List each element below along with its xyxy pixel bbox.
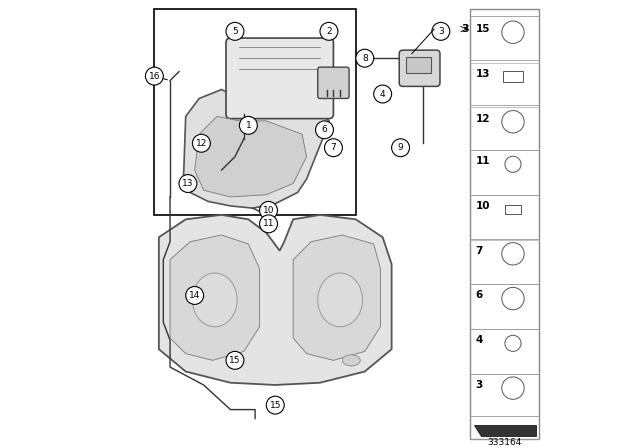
FancyBboxPatch shape [226, 38, 333, 119]
Circle shape [502, 243, 524, 265]
Circle shape [320, 22, 338, 40]
Text: 9: 9 [397, 143, 403, 152]
Text: 3: 3 [476, 380, 483, 390]
Text: 4: 4 [380, 90, 385, 99]
Circle shape [193, 134, 211, 152]
Text: 3: 3 [461, 24, 469, 34]
FancyBboxPatch shape [470, 9, 540, 439]
Text: 14: 14 [189, 291, 200, 300]
Circle shape [502, 377, 524, 399]
PathPatch shape [184, 90, 329, 208]
Circle shape [502, 21, 524, 43]
Circle shape [316, 121, 333, 139]
Circle shape [260, 202, 278, 220]
Circle shape [374, 85, 392, 103]
Bar [503, 71, 523, 82]
Polygon shape [474, 425, 536, 436]
Ellipse shape [193, 273, 237, 327]
Text: 10: 10 [476, 201, 490, 211]
PathPatch shape [293, 235, 380, 360]
Text: 4: 4 [476, 335, 483, 345]
Circle shape [145, 67, 163, 85]
PathPatch shape [195, 116, 307, 197]
Ellipse shape [342, 355, 360, 366]
PathPatch shape [170, 235, 260, 360]
Circle shape [179, 175, 197, 193]
Ellipse shape [318, 273, 362, 327]
Circle shape [356, 49, 374, 67]
FancyBboxPatch shape [318, 67, 349, 99]
Text: 11: 11 [476, 156, 490, 166]
Circle shape [226, 22, 244, 40]
Circle shape [239, 116, 257, 134]
Circle shape [392, 139, 410, 157]
Text: 11: 11 [263, 220, 275, 228]
Text: 6: 6 [476, 290, 483, 301]
Text: 333164: 333164 [488, 438, 522, 447]
Bar [505, 206, 521, 215]
Text: 15: 15 [476, 24, 490, 34]
FancyBboxPatch shape [154, 9, 356, 215]
FancyBboxPatch shape [399, 50, 440, 86]
Text: 7: 7 [476, 246, 483, 256]
PathPatch shape [159, 215, 392, 385]
Circle shape [324, 139, 342, 157]
Text: 1: 1 [246, 121, 252, 130]
Text: 12: 12 [196, 139, 207, 148]
Text: 2: 2 [326, 27, 332, 36]
Text: 12: 12 [476, 114, 490, 124]
Text: 10: 10 [263, 206, 275, 215]
Text: 15: 15 [229, 356, 241, 365]
Circle shape [505, 335, 521, 351]
Text: 3: 3 [438, 27, 444, 36]
Text: 7: 7 [330, 143, 336, 152]
Circle shape [502, 287, 524, 310]
Circle shape [266, 396, 284, 414]
Circle shape [432, 22, 450, 40]
Text: 8: 8 [362, 54, 367, 63]
Text: 5: 5 [232, 27, 238, 36]
Text: 13: 13 [476, 69, 490, 79]
Text: 15: 15 [269, 401, 281, 409]
Circle shape [505, 156, 521, 172]
FancyBboxPatch shape [406, 57, 431, 73]
Circle shape [260, 215, 278, 233]
Text: 16: 16 [148, 72, 160, 81]
Text: 6: 6 [322, 125, 327, 134]
Circle shape [502, 111, 524, 133]
Circle shape [186, 286, 204, 304]
Text: 13: 13 [182, 179, 194, 188]
Circle shape [226, 351, 244, 369]
